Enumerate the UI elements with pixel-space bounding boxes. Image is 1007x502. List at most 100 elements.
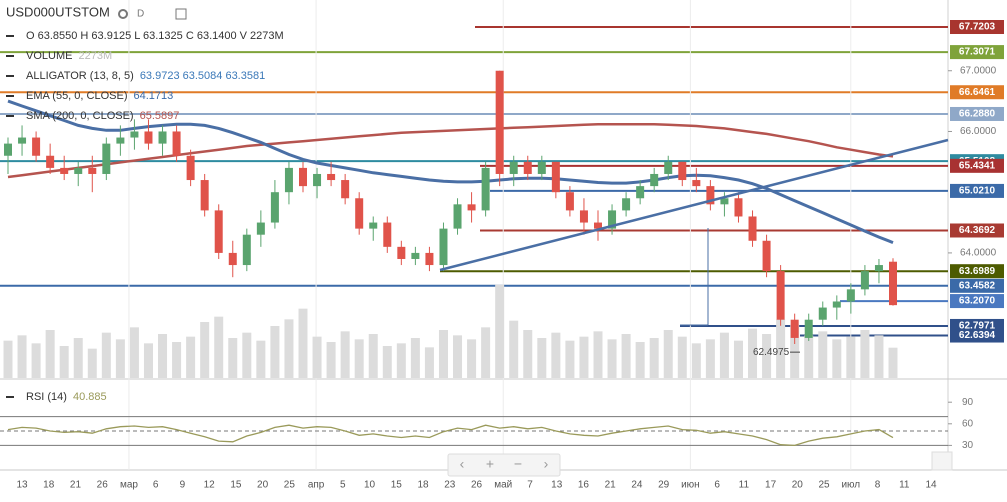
volume-bar: [340, 331, 350, 378]
x-tick-label: 18: [43, 480, 55, 491]
x-tick-label: апр: [308, 480, 325, 491]
volume-bar: [354, 339, 364, 378]
candle-body: [650, 173, 659, 187]
candle-body: [734, 198, 743, 217]
volume-bar: [593, 331, 603, 378]
volume-bar: [860, 330, 870, 378]
candle-body: [706, 186, 715, 205]
volume-bar: [565, 340, 575, 378]
rsi-tick-label: 60: [962, 418, 974, 429]
legend-name: ALLIGATOR (13, 8, 5): [26, 70, 134, 82]
candle-body: [172, 131, 181, 156]
volume-bar: [537, 338, 547, 378]
candle-body: [355, 198, 364, 229]
candle-body: [74, 167, 83, 174]
volume-bar: [888, 347, 898, 378]
x-tick-label: 21: [70, 480, 82, 491]
zoom-out[interactable]: −: [514, 456, 522, 472]
volume-bar: [17, 335, 27, 378]
level-label: 67.3071: [959, 47, 996, 58]
sma-line: [7, 122, 894, 179]
level-label: 62.7971: [959, 321, 996, 332]
legend-name: VOLUME: [26, 50, 72, 62]
volume-bar: [396, 343, 406, 378]
level-label-box: [950, 328, 1004, 343]
volume-bar: [31, 343, 41, 378]
volume-bar: [453, 335, 463, 378]
volume-bar: [368, 334, 378, 378]
candle-body: [242, 234, 251, 266]
volume-bar: [523, 330, 533, 378]
volume-bar: [256, 340, 266, 378]
x-tick-label: 15: [391, 480, 403, 491]
x-tick-label: 5: [340, 480, 346, 491]
x-tick-label: 10: [364, 480, 376, 491]
level-label-box: [950, 45, 1004, 60]
volume-bar: [3, 340, 13, 378]
x-tick-label: мар: [120, 480, 138, 491]
candle-body: [102, 143, 111, 174]
candle-body: [874, 265, 883, 272]
x-tick-label: 11: [739, 480, 750, 491]
ema-line: [7, 99, 894, 244]
level-label: 63.4582: [959, 280, 996, 291]
nav-toolbar: ‹ + − ›: [447, 451, 953, 477]
candle-body: [565, 192, 574, 211]
snapshot-icon[interactable]: [175, 8, 187, 20]
x-tick-label: 25: [818, 480, 830, 491]
candle-body: [214, 210, 223, 253]
level-label: 62.6394: [959, 330, 996, 341]
zoom-in[interactable]: +: [486, 456, 494, 472]
legend: VOLUME 2273M ALLIGATOR (13, 8, 5) 63.9723 6…: [6, 50, 265, 122]
volume-bar: [509, 320, 519, 378]
volume-bar: [101, 332, 111, 378]
scroll-right[interactable]: ›: [544, 456, 549, 472]
candle-body: [636, 186, 645, 199]
x-tick-label: 29: [658, 480, 670, 491]
candle-body: [411, 252, 420, 259]
volume-bar: [143, 343, 153, 378]
candle-body: [594, 222, 602, 229]
level-label: 65.0210: [959, 186, 996, 197]
settings-icon[interactable]: [118, 9, 128, 19]
candle-body: [664, 161, 673, 174]
candle-body: [88, 167, 97, 174]
candle-body: [762, 240, 771, 272]
volume-bar: [790, 324, 800, 378]
legend-name: SMA (200, 0, CLOSE): [26, 110, 134, 122]
legend-value: 2273M: [78, 50, 112, 62]
volume-bar: [87, 348, 97, 378]
volume-bar: [495, 284, 505, 378]
x-tick-label: 25: [284, 480, 296, 491]
legend-value: 63.9723 63.5084 63.3581: [140, 70, 265, 82]
candle-body: [299, 167, 307, 187]
candle-body: [495, 70, 504, 174]
candle-body: [383, 222, 392, 247]
ohlc-label: O 63.8550 H 63.9125 L 63.1325 C 63.1400 …: [26, 30, 284, 42]
volume-bar: [776, 319, 786, 378]
legend-name: EMA (55, 0, CLOSE): [26, 90, 127, 102]
volume-bar: [635, 342, 645, 378]
scroll-left[interactable]: ‹: [460, 456, 465, 472]
volume-bar: [73, 338, 83, 378]
candle-body: [130, 131, 139, 138]
volume-bar: [677, 336, 687, 378]
volume-bar: [214, 316, 224, 378]
x-tick-label: 8: [875, 480, 881, 491]
candle-body: [32, 137, 41, 156]
annotation-label: 62.4975: [753, 347, 790, 358]
rsi-name: RSI (14): [26, 391, 67, 403]
volume-bar: [467, 339, 477, 378]
volume-bar: [579, 336, 589, 378]
reset-button[interactable]: [931, 451, 953, 471]
x-tick-label: 26: [97, 480, 109, 491]
legend-value: 65.5897: [140, 110, 180, 122]
candle-body: [284, 167, 293, 193]
volume-bar: [663, 330, 673, 378]
volume-bar: [284, 319, 294, 378]
level-label-box: [950, 278, 1004, 293]
volume-bar: [649, 338, 659, 378]
volume-bar: [762, 334, 772, 378]
interval-icon[interactable]: D: [137, 9, 144, 20]
candle-body: [832, 301, 841, 308]
